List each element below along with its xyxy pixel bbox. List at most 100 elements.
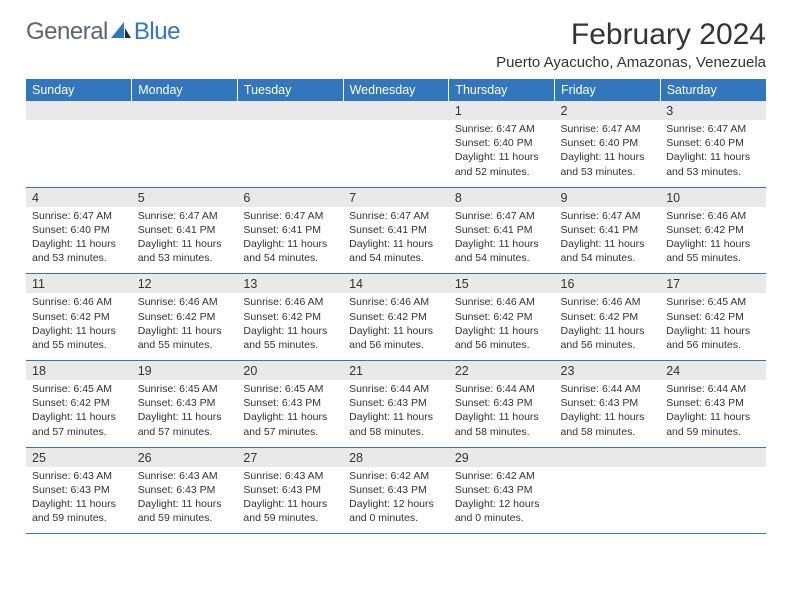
day-data-cell: Sunrise: 6:46 AMSunset: 6:42 PMDaylight:… — [660, 207, 766, 274]
day-number: 13 — [237, 274, 343, 293]
day-number-cell: 28 — [343, 447, 449, 467]
day-number: 16 — [555, 274, 661, 293]
weekday-header: Friday — [555, 79, 661, 101]
day-number-cell: 4 — [26, 187, 132, 207]
calendar-header-row: SundayMondayTuesdayWednesdayThursdayFrid… — [26, 79, 766, 101]
day-details: Sunrise: 6:46 AMSunset: 6:42 PMDaylight:… — [449, 293, 555, 360]
day-number-row: 2526272829 — [26, 447, 766, 467]
day-number: 5 — [132, 188, 238, 207]
day-number: 23 — [555, 361, 661, 380]
day-details — [343, 120, 449, 180]
day-number-cell: 20 — [237, 361, 343, 381]
day-details: Sunrise: 6:47 AMSunset: 6:40 PMDaylight:… — [449, 120, 555, 187]
day-data-cell: Sunrise: 6:47 AMSunset: 6:41 PMDaylight:… — [343, 207, 449, 274]
day-number-cell: 6 — [237, 187, 343, 207]
day-number-cell: 12 — [132, 274, 238, 294]
day-number — [343, 101, 449, 120]
day-data-cell: Sunrise: 6:44 AMSunset: 6:43 PMDaylight:… — [449, 380, 555, 447]
day-details: Sunrise: 6:46 AMSunset: 6:42 PMDaylight:… — [26, 293, 132, 360]
day-number-cell: 19 — [132, 361, 238, 381]
day-number: 21 — [343, 361, 449, 380]
day-data-cell: Sunrise: 6:46 AMSunset: 6:42 PMDaylight:… — [132, 293, 238, 360]
day-data-cell: Sunrise: 6:47 AMSunset: 6:40 PMDaylight:… — [660, 120, 766, 187]
day-data-cell: Sunrise: 6:46 AMSunset: 6:42 PMDaylight:… — [449, 293, 555, 360]
day-data-cell: Sunrise: 6:43 AMSunset: 6:43 PMDaylight:… — [132, 467, 238, 534]
day-number-row: 45678910 — [26, 187, 766, 207]
day-details: Sunrise: 6:45 AMSunset: 6:43 PMDaylight:… — [237, 380, 343, 447]
day-details — [26, 120, 132, 180]
day-number: 6 — [237, 188, 343, 207]
day-number: 15 — [449, 274, 555, 293]
calendar-page: General Blue February 2024 Puerto Ayacuc… — [0, 0, 792, 534]
day-data-cell: Sunrise: 6:46 AMSunset: 6:42 PMDaylight:… — [555, 293, 661, 360]
day-details: Sunrise: 6:44 AMSunset: 6:43 PMDaylight:… — [660, 380, 766, 447]
day-number-cell: 9 — [555, 187, 661, 207]
day-data-cell: Sunrise: 6:42 AMSunset: 6:43 PMDaylight:… — [343, 467, 449, 534]
day-details: Sunrise: 6:47 AMSunset: 6:41 PMDaylight:… — [555, 207, 661, 274]
day-number-cell: 26 — [132, 447, 238, 467]
day-number — [132, 101, 238, 120]
day-data-cell: Sunrise: 6:47 AMSunset: 6:41 PMDaylight:… — [132, 207, 238, 274]
day-number: 11 — [26, 274, 132, 293]
day-number-row: 123 — [26, 101, 766, 120]
day-number-row: 11121314151617 — [26, 274, 766, 294]
day-number: 20 — [237, 361, 343, 380]
day-number-cell: 18 — [26, 361, 132, 381]
day-details: Sunrise: 6:44 AMSunset: 6:43 PMDaylight:… — [343, 380, 449, 447]
weekday-header: Saturday — [660, 79, 766, 101]
day-number-cell: 27 — [237, 447, 343, 467]
day-details: Sunrise: 6:46 AMSunset: 6:42 PMDaylight:… — [343, 293, 449, 360]
day-details: Sunrise: 6:47 AMSunset: 6:41 PMDaylight:… — [132, 207, 238, 274]
day-number-cell: 16 — [555, 274, 661, 294]
day-number-cell: 15 — [449, 274, 555, 294]
day-number-cell: 2 — [555, 101, 661, 120]
day-data-row: Sunrise: 6:43 AMSunset: 6:43 PMDaylight:… — [26, 467, 766, 534]
day-data-cell: Sunrise: 6:44 AMSunset: 6:43 PMDaylight:… — [660, 380, 766, 447]
day-details: Sunrise: 6:43 AMSunset: 6:43 PMDaylight:… — [26, 467, 132, 534]
day-details: Sunrise: 6:42 AMSunset: 6:43 PMDaylight:… — [343, 467, 449, 534]
weekday-header: Monday — [132, 79, 238, 101]
day-details: Sunrise: 6:42 AMSunset: 6:43 PMDaylight:… — [449, 467, 555, 534]
day-data-cell: Sunrise: 6:47 AMSunset: 6:41 PMDaylight:… — [237, 207, 343, 274]
sail-icon — [110, 18, 132, 46]
day-number: 9 — [555, 188, 661, 207]
day-number-cell: 1 — [449, 101, 555, 120]
day-data-cell: Sunrise: 6:45 AMSunset: 6:43 PMDaylight:… — [237, 380, 343, 447]
location-subtitle: Puerto Ayacucho, Amazonas, Venezuela — [496, 54, 766, 71]
day-number-cell: 7 — [343, 187, 449, 207]
day-details — [660, 467, 766, 527]
day-number: 18 — [26, 361, 132, 380]
day-data-cell: Sunrise: 6:45 AMSunset: 6:43 PMDaylight:… — [132, 380, 238, 447]
day-number: 24 — [660, 361, 766, 380]
day-data-row: Sunrise: 6:46 AMSunset: 6:42 PMDaylight:… — [26, 293, 766, 360]
day-details: Sunrise: 6:43 AMSunset: 6:43 PMDaylight:… — [237, 467, 343, 534]
day-data-row: Sunrise: 6:47 AMSunset: 6:40 PMDaylight:… — [26, 120, 766, 187]
day-data-row: Sunrise: 6:45 AMSunset: 6:42 PMDaylight:… — [26, 380, 766, 447]
day-data-cell: Sunrise: 6:43 AMSunset: 6:43 PMDaylight:… — [237, 467, 343, 534]
day-number — [26, 101, 132, 120]
day-details — [132, 120, 238, 180]
day-number: 28 — [343, 448, 449, 467]
day-number: 10 — [660, 188, 766, 207]
day-details: Sunrise: 6:44 AMSunset: 6:43 PMDaylight:… — [449, 380, 555, 447]
day-number — [660, 448, 766, 467]
logo-text-general: General — [26, 18, 108, 46]
day-data-cell: Sunrise: 6:47 AMSunset: 6:41 PMDaylight:… — [449, 207, 555, 274]
day-data-cell — [555, 467, 661, 534]
day-number: 22 — [449, 361, 555, 380]
day-details: Sunrise: 6:46 AMSunset: 6:42 PMDaylight:… — [132, 293, 238, 360]
day-details: Sunrise: 6:47 AMSunset: 6:41 PMDaylight:… — [237, 207, 343, 274]
calendar-body: 123Sunrise: 6:47 AMSunset: 6:40 PMDaylig… — [26, 101, 766, 534]
day-number-cell: 14 — [343, 274, 449, 294]
day-details: Sunrise: 6:45 AMSunset: 6:42 PMDaylight:… — [26, 380, 132, 447]
day-number-cell — [132, 101, 238, 120]
day-number-cell: 29 — [449, 447, 555, 467]
day-data-cell: Sunrise: 6:44 AMSunset: 6:43 PMDaylight:… — [555, 380, 661, 447]
day-data-cell: Sunrise: 6:45 AMSunset: 6:42 PMDaylight:… — [660, 293, 766, 360]
day-number: 1 — [449, 101, 555, 120]
day-details: Sunrise: 6:46 AMSunset: 6:42 PMDaylight:… — [237, 293, 343, 360]
logo-text-blue: Blue — [134, 18, 180, 46]
weekday-header: Tuesday — [237, 79, 343, 101]
day-number-cell: 13 — [237, 274, 343, 294]
day-number-cell: 25 — [26, 447, 132, 467]
